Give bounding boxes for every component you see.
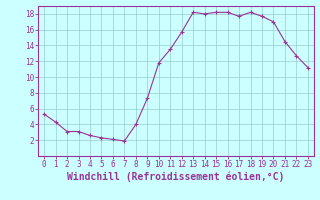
X-axis label: Windchill (Refroidissement éolien,°C): Windchill (Refroidissement éolien,°C) xyxy=(67,172,285,182)
